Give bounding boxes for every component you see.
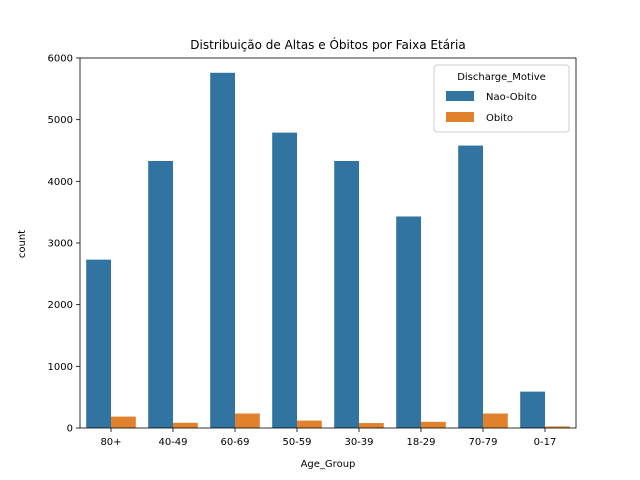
bar-nao-obito-70-79 [458, 145, 483, 428]
x-tick-label: 18-29 [406, 437, 435, 448]
bar-nao-obito-80+ [86, 259, 111, 428]
y-tick-label: 6000 [48, 54, 73, 65]
chart-title: Distribuição de Altas e Óbitos por Faixa… [190, 37, 465, 52]
legend-title: Discharge_Motive [457, 72, 546, 83]
x-tick-label: 0-17 [534, 437, 557, 448]
y-axis-label: count [17, 230, 28, 258]
x-tick-label: 40-49 [158, 437, 187, 448]
bar-nao-obito-0-17 [520, 391, 545, 428]
legend-label-nao-obito: Nao-Obito [486, 92, 537, 103]
y-tick-label: 3000 [48, 239, 73, 250]
bar-nao-obito-40-49 [148, 160, 173, 429]
y-tick-label: 1000 [48, 362, 73, 373]
legend-swatch-obito [446, 112, 474, 122]
bar-obito-0-17 [545, 426, 570, 428]
x-tick-label: 70-79 [468, 437, 497, 448]
legend-swatch-nao-obito [446, 91, 474, 101]
legend: Discharge_Motive Nao-Obito Obito [433, 64, 570, 133]
bar-obito-40-49 [173, 422, 198, 428]
y-tick-label: 2000 [48, 300, 73, 311]
x-axis-label: Age_Group [301, 459, 356, 470]
y-tick-label: 4000 [48, 177, 73, 188]
plot-area: 0 1000 2000 3000 4000 5000 6000 80+ 40-49 60-69 50… [48, 54, 577, 448]
bar-obito-30-39 [359, 423, 384, 428]
x-tick-label: 30-39 [344, 437, 373, 448]
x-tick-label: 60-69 [220, 437, 249, 448]
plot-frame [79, 57, 577, 429]
bar-nao-obito-60-69 [210, 72, 235, 429]
bar-obito-70-79 [483, 413, 508, 428]
bar-obito-18-29 [421, 421, 446, 428]
bar-nao-obito-18-29 [396, 216, 421, 428]
bar-obito-80+ [111, 416, 136, 428]
y-tick-label: 0 [67, 424, 73, 435]
bar-nao-obito-50-59 [272, 132, 297, 428]
y-tick-label: 5000 [48, 115, 73, 126]
bar-obito-60-69 [235, 413, 260, 428]
x-tick-label: 50-59 [282, 437, 311, 448]
bar-obito-50-59 [297, 420, 322, 428]
x-tick-label: 80+ [100, 437, 121, 448]
bar-nao-obito-30-39 [334, 160, 359, 429]
legend-label-obito: Obito [486, 113, 513, 124]
